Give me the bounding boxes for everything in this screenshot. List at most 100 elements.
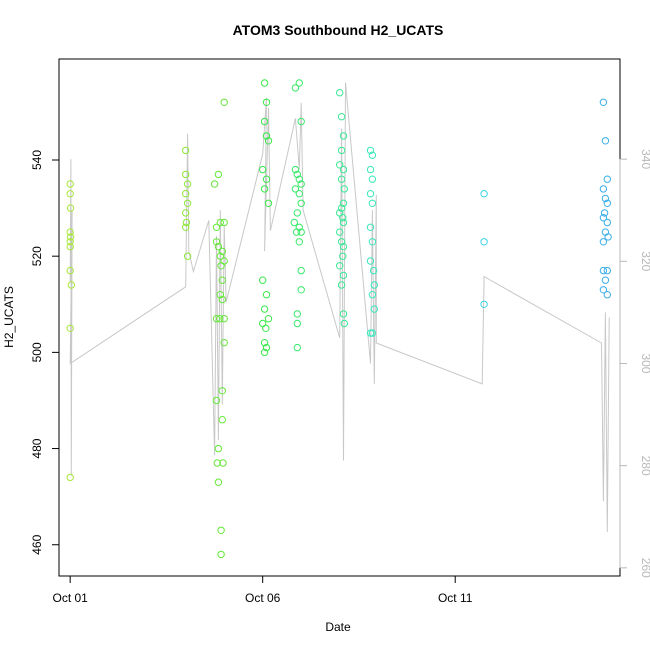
data-point [66, 242, 74, 251]
data-point [369, 266, 378, 275]
data-point [218, 276, 227, 284]
data-point [183, 180, 192, 188]
data-point [218, 247, 227, 256]
data-point [219, 459, 227, 467]
data-point [339, 132, 348, 140]
data-point [259, 276, 267, 284]
data-point [368, 151, 377, 159]
data-point [339, 310, 348, 318]
data-point [66, 233, 75, 241]
data-point [297, 199, 305, 208]
data-point [599, 214, 608, 222]
data-point [216, 252, 225, 260]
data-point [214, 444, 223, 453]
data-point [217, 550, 225, 559]
y-tick-label: 460 [30, 534, 44, 554]
data-point [366, 190, 375, 198]
y-tick-label: 520 [30, 246, 44, 266]
data-point [295, 190, 303, 198]
y2-tick-label: 320 [639, 251, 650, 271]
data-point [480, 190, 488, 198]
data-point [260, 117, 269, 126]
data-point [339, 214, 347, 222]
data-point [66, 204, 75, 212]
data-point [182, 218, 191, 227]
data-point [260, 348, 269, 357]
data-point [297, 117, 305, 126]
data-point [603, 266, 611, 275]
data-point [182, 190, 190, 198]
data-point [214, 478, 223, 486]
data-point [297, 286, 305, 294]
data-point [601, 228, 610, 236]
data-point [340, 319, 348, 328]
data-point [370, 281, 378, 289]
data-point [262, 291, 271, 299]
y-tick-label: 480 [30, 438, 44, 458]
y2-tick-label: 260 [639, 558, 650, 578]
x-tick-label: Oct 06 [245, 591, 281, 605]
data-point [339, 218, 348, 227]
data-point [264, 199, 273, 208]
data-point [368, 329, 377, 337]
data-point [337, 146, 346, 155]
data-point [260, 305, 269, 313]
data-point [336, 228, 344, 236]
data-point [262, 175, 271, 183]
data-point [215, 315, 224, 323]
data-point [297, 180, 305, 188]
data-point [340, 185, 348, 193]
data-point [600, 209, 609, 217]
data-point [292, 228, 301, 236]
data-point [295, 175, 303, 183]
data-point [291, 165, 300, 174]
data-point [297, 228, 305, 236]
data-point [599, 185, 608, 193]
data-point [599, 98, 608, 107]
y-axis: 460 480 500 520 540 [30, 150, 60, 555]
data-point [259, 165, 267, 174]
data-point [212, 238, 221, 246]
data-point [368, 175, 377, 183]
data-point [480, 238, 488, 246]
data-point [366, 329, 375, 337]
data-point [260, 79, 269, 87]
data-point [368, 238, 377, 246]
y-tick-label: 540 [30, 150, 44, 170]
data-point [599, 238, 608, 246]
data-point [290, 218, 298, 227]
data-point [264, 137, 273, 145]
data-point [262, 98, 271, 107]
data-point [66, 228, 74, 236]
x-axis-label: Date [325, 620, 351, 634]
data-point [66, 473, 74, 482]
data-point [218, 387, 227, 395]
data-point [260, 185, 269, 193]
data-point [213, 459, 222, 467]
data-point [214, 170, 223, 179]
data-point [212, 223, 221, 232]
data-point [212, 396, 221, 405]
data-point [264, 315, 273, 323]
data-point [220, 98, 228, 107]
x-axis: Oct 01 Oct 06 Oct 11 [52, 575, 473, 605]
y-tick-label: 500 [30, 342, 44, 362]
data-point [67, 281, 76, 289]
data-point [66, 180, 74, 188]
data-point [295, 79, 303, 87]
data-point [183, 199, 192, 208]
data-point [337, 281, 346, 289]
y-axis-label: H2_UCATS [2, 286, 16, 348]
data-point [182, 170, 190, 179]
data-point [217, 526, 225, 534]
data-point [366, 223, 375, 232]
data-point [599, 286, 608, 294]
data-point [339, 165, 348, 174]
data-point [66, 324, 74, 332]
data-point [293, 343, 301, 352]
y2-tick-label: 340 [639, 149, 650, 169]
data-point [337, 113, 346, 121]
data-point [216, 218, 225, 227]
data-point [337, 238, 346, 246]
